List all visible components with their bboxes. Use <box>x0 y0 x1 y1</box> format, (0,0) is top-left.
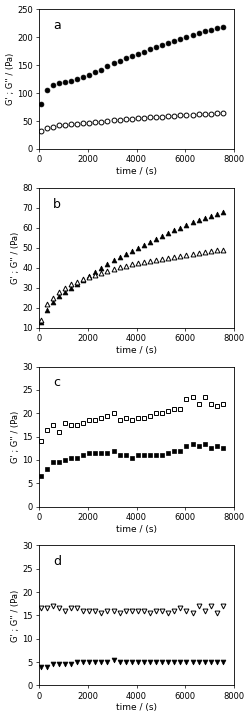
Y-axis label: G' ; G'' / (Pa): G' ; G'' / (Pa) <box>11 589 20 642</box>
Text: c: c <box>53 376 60 389</box>
Y-axis label: G' ; G'' / (Pa): G' ; G'' / (Pa) <box>6 53 15 105</box>
Text: b: b <box>53 197 61 210</box>
Y-axis label: G' ; G'' / (Pa): G' ; G'' / (Pa) <box>11 411 20 463</box>
Text: a: a <box>53 19 61 32</box>
Text: d: d <box>53 555 61 568</box>
X-axis label: time / (s): time / (s) <box>116 525 157 533</box>
X-axis label: time / (s): time / (s) <box>116 704 157 712</box>
X-axis label: time / (s): time / (s) <box>116 167 157 176</box>
X-axis label: time / (s): time / (s) <box>116 346 157 355</box>
Y-axis label: G' ; G'' / (Pa): G' ; G'' / (Pa) <box>11 232 20 284</box>
